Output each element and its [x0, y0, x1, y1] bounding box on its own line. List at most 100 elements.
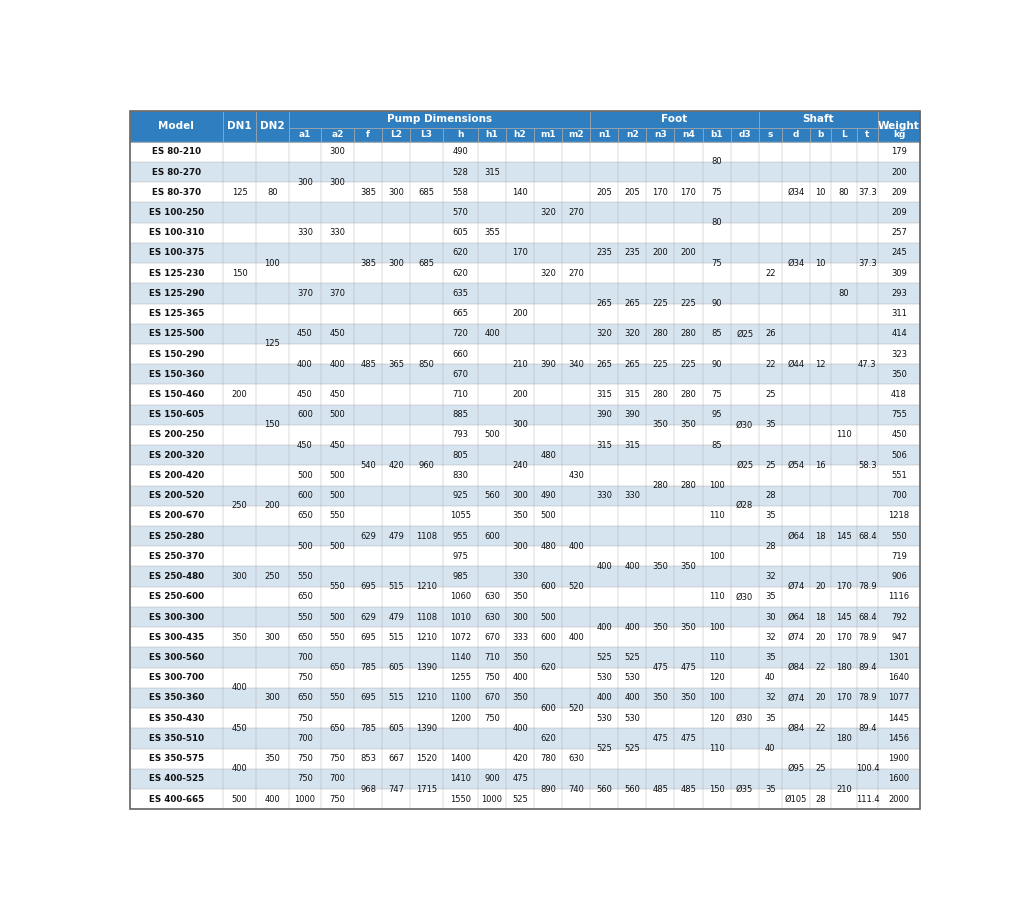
Text: 650: 650: [297, 693, 313, 702]
Text: 853: 853: [360, 754, 376, 763]
Text: 350: 350: [512, 511, 528, 520]
Text: 480: 480: [541, 451, 556, 460]
Text: 650: 650: [297, 633, 313, 641]
Bar: [810, 128, 831, 141]
Text: 850: 850: [419, 360, 434, 369]
Text: 400: 400: [596, 562, 612, 571]
Bar: [289, 111, 590, 128]
Text: 170: 170: [837, 582, 852, 591]
Text: 1116: 1116: [889, 592, 909, 601]
Text: 30: 30: [765, 612, 776, 621]
Text: 400: 400: [264, 794, 281, 804]
Bar: [354, 128, 382, 141]
Text: 235: 235: [625, 249, 640, 258]
Text: 145: 145: [837, 612, 852, 621]
Text: 558: 558: [453, 188, 468, 197]
Text: 550: 550: [297, 612, 312, 621]
Text: ES 150-460: ES 150-460: [148, 390, 204, 399]
Text: 330: 330: [297, 228, 313, 237]
Text: 315: 315: [484, 168, 500, 177]
Text: a1: a1: [299, 130, 311, 139]
Bar: [646, 128, 675, 141]
Text: 985: 985: [453, 572, 468, 581]
Text: 315: 315: [596, 441, 612, 450]
Text: 37.3: 37.3: [858, 259, 877, 268]
Text: 1055: 1055: [450, 511, 471, 520]
Text: 315: 315: [625, 441, 640, 450]
Bar: [506, 128, 535, 141]
Text: 80: 80: [839, 289, 849, 298]
Bar: [130, 111, 920, 128]
Text: 209: 209: [891, 208, 907, 217]
Text: 100: 100: [709, 693, 724, 702]
Text: ES 125-230: ES 125-230: [148, 269, 204, 278]
Text: 300: 300: [512, 542, 528, 551]
Bar: [130, 506, 920, 526]
Text: 350: 350: [891, 370, 907, 379]
Text: 300: 300: [264, 693, 281, 702]
Text: 390: 390: [596, 410, 612, 419]
Text: 650: 650: [297, 511, 313, 520]
Text: 1301: 1301: [889, 653, 909, 662]
Text: 309: 309: [891, 269, 907, 278]
Text: 485: 485: [360, 360, 376, 369]
Text: 540: 540: [360, 461, 376, 470]
Text: 450: 450: [297, 441, 312, 450]
Text: 793: 793: [453, 431, 469, 439]
Text: 506: 506: [891, 451, 907, 460]
Bar: [831, 128, 857, 141]
Text: 280: 280: [681, 330, 696, 338]
Text: ES 200-420: ES 200-420: [148, 471, 204, 480]
Text: 12: 12: [815, 360, 826, 369]
Text: 947: 947: [891, 633, 907, 641]
Text: 1456: 1456: [889, 734, 909, 743]
Text: 370: 370: [297, 289, 313, 298]
Bar: [130, 607, 920, 627]
Text: ES 200-670: ES 200-670: [148, 511, 204, 520]
Text: h: h: [458, 130, 464, 139]
Bar: [130, 162, 920, 182]
Text: ES 125-365: ES 125-365: [148, 309, 204, 318]
Bar: [130, 749, 920, 769]
Text: 500: 500: [330, 471, 345, 480]
Text: Ø30: Ø30: [736, 713, 754, 722]
Text: 710: 710: [484, 653, 500, 662]
Text: 40: 40: [765, 673, 775, 682]
Text: 1210: 1210: [416, 633, 437, 641]
Text: 333: 333: [512, 633, 528, 641]
Text: 16: 16: [815, 461, 826, 470]
Text: kg: kg: [893, 130, 905, 139]
Text: 750: 750: [330, 754, 346, 763]
Text: 75: 75: [712, 188, 722, 197]
Bar: [130, 323, 920, 344]
Text: 200: 200: [891, 168, 907, 177]
Text: h1: h1: [485, 130, 499, 139]
Text: 350: 350: [681, 420, 696, 429]
Text: a2: a2: [332, 130, 344, 139]
Text: 110: 110: [837, 431, 852, 439]
Text: 37.3: 37.3: [858, 188, 877, 197]
Text: L: L: [841, 130, 847, 139]
Text: 89.4: 89.4: [858, 663, 877, 672]
Text: 350: 350: [652, 562, 669, 571]
Bar: [478, 128, 506, 141]
Text: 320: 320: [625, 330, 640, 338]
Text: 150: 150: [709, 784, 724, 793]
Text: 490: 490: [453, 148, 468, 157]
Text: ES 350-510: ES 350-510: [148, 734, 204, 743]
Bar: [618, 128, 646, 141]
Text: 205: 205: [625, 188, 640, 197]
Text: 1072: 1072: [450, 633, 471, 641]
Text: 560: 560: [625, 784, 640, 793]
Text: 420: 420: [388, 461, 404, 470]
Text: 32: 32: [765, 572, 776, 581]
Text: 750: 750: [297, 774, 313, 783]
Bar: [130, 466, 920, 486]
Text: 530: 530: [625, 673, 640, 682]
Text: 475: 475: [652, 734, 669, 743]
Text: 530: 530: [596, 713, 612, 722]
Text: 500: 500: [297, 542, 312, 551]
Text: 700: 700: [297, 653, 313, 662]
Text: 200: 200: [681, 249, 696, 258]
Text: 120: 120: [709, 673, 724, 682]
